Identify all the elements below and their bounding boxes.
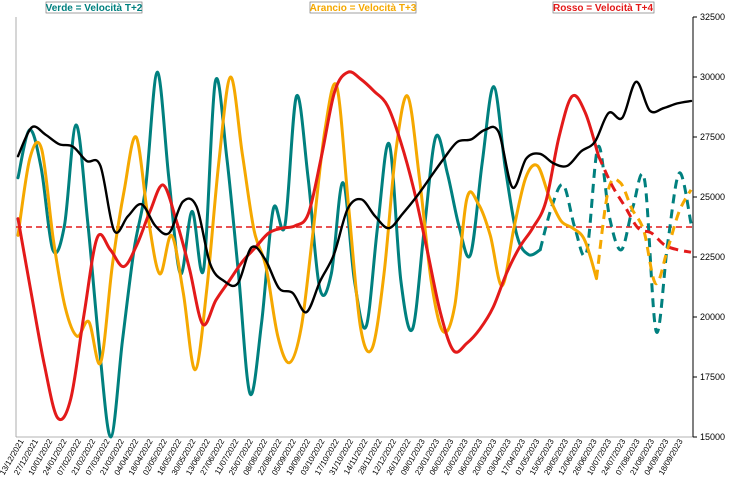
series-1-line	[16, 75, 598, 372]
y-tick-label: 15000	[700, 432, 725, 442]
y-tick-label: 22500	[700, 252, 725, 262]
legend-label-red: Rosso = Velocità T+4	[553, 3, 653, 14]
legend-box-red	[552, 1, 655, 14]
y-tick-label: 17500	[700, 372, 725, 382]
legend-box-green	[45, 1, 143, 14]
y-tick-label: 30000	[700, 72, 725, 82]
y-tick-label: 25000	[700, 192, 725, 202]
series-layer	[16, 70, 693, 439]
series-0-line	[16, 70, 542, 439]
y-tick-label: 20000	[700, 312, 725, 322]
series-1-line-projection	[595, 177, 693, 285]
legend: Verde = Velocità T+2 Arancio = Velocità …	[45, 1, 655, 14]
legend-label-orange: Arancio = Velocità T+3	[310, 3, 417, 14]
y-tick-label: 27500	[700, 132, 725, 142]
legend-label-green: Verde = Velocità T+2	[46, 3, 143, 14]
series-3-line	[16, 80, 693, 314]
x-axis-labels: 13/12/202127/12/202110/01/202224/01/2022…	[0, 437, 685, 477]
series-2-line	[16, 70, 601, 422]
legend-box-orange	[309, 1, 417, 14]
right-axis: 15000 17500 20000 22500 25000 27500 30000 32500	[692, 12, 725, 442]
series-2-line-projection	[597, 155, 692, 254]
y-tick-label: 32500	[700, 12, 725, 22]
series-0-line-projection	[538, 145, 693, 334]
